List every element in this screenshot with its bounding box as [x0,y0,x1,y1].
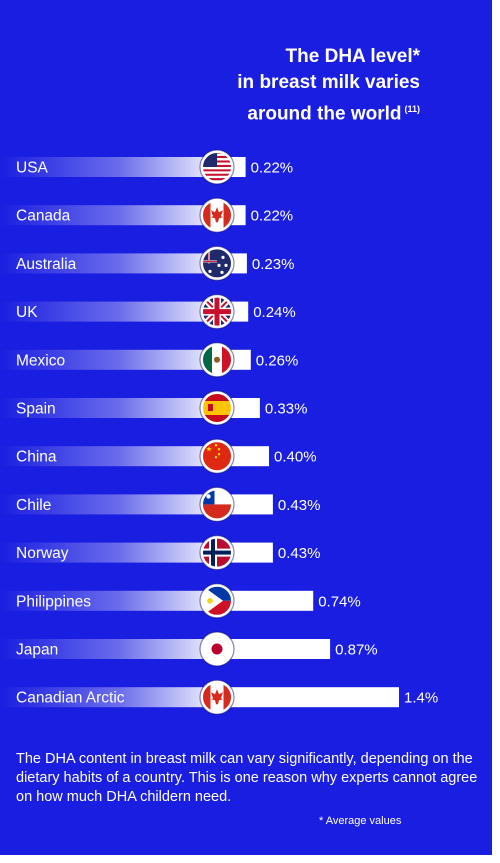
category-label: UK [16,304,38,321]
bar-row-usa: USA 0.22% [0,149,294,185]
row-gradient [0,301,217,322]
flag-norway-icon [199,534,235,571]
bar-row-chile: Chile 0.43% [0,486,321,522]
category-label: Philippines [16,593,91,610]
chart-panel: The DHA level* in breast milk varies aro… [0,0,492,855]
flag-japan-icon [199,631,235,667]
chart-title: The DHA level* in breast milk varies aro… [237,44,420,127]
value-label: 0.43% [278,545,321,562]
bar-row-uk: UK 0.24% [0,294,296,330]
row-gradient [0,687,217,708]
title-line-1: The DHA level* [285,46,420,67]
category-label: China [16,449,57,466]
value-label: 0.87% [335,642,378,659]
row-gradient [0,590,217,611]
bar-row-canada: Canada 0.22% [0,197,294,233]
category-label: Canada [16,208,71,225]
value-label: 0.23% [252,256,295,273]
bar-row-japan: Japan 0.87% [0,631,378,667]
row-gradient [0,639,217,659]
title-reference: (11) [404,104,420,114]
row-gradient [0,494,217,515]
category-label: Canadian Arctic [16,690,125,707]
value-label: 0.33% [265,401,308,418]
title-line-2: in breast milk varies [237,72,420,93]
flag-spain-icon [199,390,235,426]
bar-row-china: China 0.40% [0,438,317,474]
value-label: 0.22% [251,160,294,177]
value-label: 0.22% [251,208,294,225]
category-label: Australia [16,256,77,273]
category-label: Japan [16,642,58,659]
row-gradient [0,205,217,226]
bar-row-australia: Australia 0.23% [0,245,295,281]
row-gradient [0,542,217,563]
footnote-text: The DHA content in breast milk can vary … [16,751,478,805]
bar-row-mexico: Mexico 0.26% [0,342,299,378]
category-label: Mexico [16,352,65,369]
row-gradient [0,398,217,418]
value-label: 0.26% [256,352,299,369]
flag-australia-icon [199,245,235,281]
value-label: 1.4% [404,690,438,707]
bar-canadian-arctic [217,687,399,708]
flag-philippines-icon [199,583,235,619]
category-label: Spain [16,401,56,418]
average-values-note: * Average values [319,815,402,827]
bar-row-canadian-arctic: Canadian Arctic 1.4% [0,679,438,715]
category-label: Chile [16,497,51,514]
category-label: USA [16,160,49,177]
category-label: Norway [16,545,69,562]
value-label: 0.74% [318,593,361,610]
value-label: 0.43% [278,497,321,514]
bar-row-norway: Norway 0.43% [0,534,321,571]
flag-usa-icon [199,149,235,185]
row-gradient [0,446,217,467]
row-gradient [0,349,217,370]
row-gradient [0,157,217,177]
flag-chile-icon [199,486,235,522]
flag-china-icon [199,438,235,474]
title-line-3: around the world (11) [247,103,420,125]
flag-uk-icon [199,294,235,330]
bar-row-spain: Spain 0.33% [0,390,308,426]
flag-mexico-icon [199,342,235,378]
flag-canada-icon [199,679,235,715]
flag-canada-icon [199,197,235,233]
value-label: 0.40% [274,449,317,466]
row-gradient [0,253,217,274]
bar-philippines [217,590,314,611]
bar-chart: USA 0.22% Canada 0.22% Australia 0.23% UK 0.24%… [0,149,438,715]
bar-row-philippines: Philippines 0.74% [0,583,361,619]
value-label: 0.24% [253,304,296,321]
bar-japan [217,639,331,659]
